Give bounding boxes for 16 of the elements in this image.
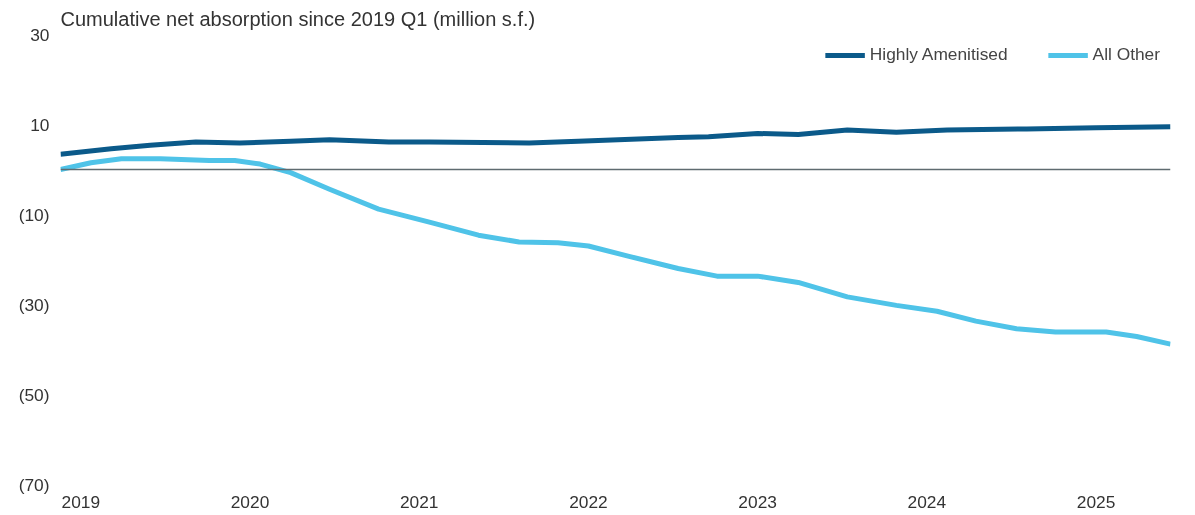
x-tick-label: 2024 <box>907 491 947 512</box>
x-tick-label: 2025 <box>1076 491 1116 512</box>
chart-title: Cumulative net absorption since 2019 Q1 (million s.f.) <box>60 7 536 30</box>
x-tick-label: 2021 <box>399 491 439 512</box>
y-tick-label: (70) <box>18 474 50 495</box>
x-tick-label: 2019 <box>61 491 101 512</box>
legend-label: All Other <box>1092 44 1160 65</box>
y-tick-label: 30 <box>30 24 50 45</box>
x-tick-label: 2023 <box>738 491 777 512</box>
y-tick-label: 10 <box>30 114 50 135</box>
y-tick-label: (50) <box>18 384 50 405</box>
legend-label: Highly Amenitised <box>869 44 1008 65</box>
x-tick-label: 2020 <box>230 491 270 512</box>
y-tick-label: (30) <box>18 294 50 315</box>
x-tick-label: 2022 <box>569 491 608 512</box>
y-tick-label: (10) <box>18 204 50 225</box>
